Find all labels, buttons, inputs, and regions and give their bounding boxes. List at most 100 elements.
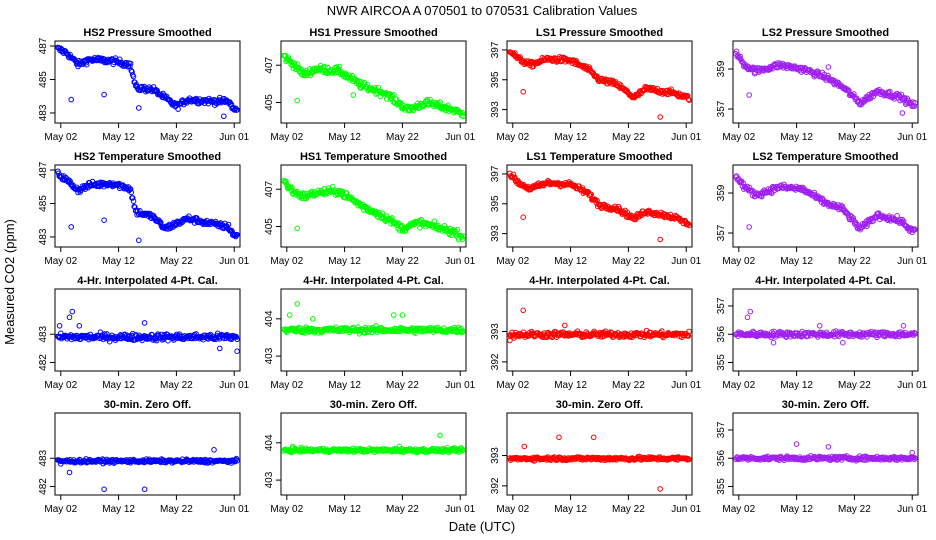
y-tick-label: 356 <box>716 449 727 466</box>
data-point <box>459 236 466 243</box>
outlier-point <box>294 225 301 232</box>
data-point <box>158 331 165 338</box>
data-point <box>427 96 433 103</box>
y-tick-label: 407 <box>264 180 275 197</box>
x-tick-label: May 22 <box>160 504 193 515</box>
outlier-point <box>590 434 597 441</box>
outlier-point <box>747 308 754 315</box>
data-point <box>127 186 134 192</box>
chart-panel: HS2 Pressure Smoothed May 02 May 12 May 22 J… <box>38 27 250 143</box>
x-tick-label: May 22 <box>386 256 419 267</box>
data-point <box>127 60 134 67</box>
plot-frame <box>506 40 693 124</box>
data-series <box>55 308 240 355</box>
outlier-point <box>744 314 751 321</box>
panel-title: 30-min. Zero Off. <box>556 399 643 411</box>
outlier-point <box>141 320 148 326</box>
data-point <box>685 96 692 103</box>
panel-title: 30-min. Zero Off. <box>104 399 191 411</box>
data-series <box>733 308 918 346</box>
x-tick-label: May 02 <box>722 380 755 391</box>
plot-frame <box>506 164 693 248</box>
y-tick-label: 397 <box>490 41 501 58</box>
data-point <box>869 90 875 97</box>
outlier-point <box>562 322 568 329</box>
panel-title: 4-Hr. Interpolated 4-Pt. Cal. <box>303 275 444 287</box>
data-series <box>507 170 692 243</box>
outlier-point <box>56 323 63 329</box>
x-tick-label: May 12 <box>780 256 813 267</box>
data-point <box>459 329 466 335</box>
x-tick-label: May 02 <box>722 132 755 143</box>
data-series <box>507 434 692 492</box>
data-point <box>384 96 390 102</box>
data-point <box>517 54 523 60</box>
x-tick-label: Jun 01 <box>897 504 927 515</box>
data-point <box>340 188 346 195</box>
chart-panel: LS2 Temperature Smoothed May 02 May 12 May … <box>716 151 928 267</box>
data-point <box>135 208 141 214</box>
x-tick-label: May 02 <box>44 380 77 391</box>
x-tick-label: May 22 <box>160 380 193 391</box>
x-tick-label: May 22 <box>612 380 645 391</box>
x-tick-label: May 22 <box>386 504 419 515</box>
data-point <box>234 107 240 113</box>
data-point <box>738 58 745 65</box>
panel-title: 4-Hr. Interpolated 4-Pt. Cal. <box>77 275 218 287</box>
outlier-point <box>211 447 217 453</box>
x-tick-label: May 22 <box>838 256 871 267</box>
data-point <box>289 184 295 191</box>
plot-frame <box>732 412 919 496</box>
data-point <box>910 332 917 338</box>
data-point <box>356 78 363 85</box>
x-tick-label: Jun 01 <box>671 132 701 143</box>
x-tick-label: May 02 <box>270 256 303 267</box>
outlier-point <box>101 217 107 223</box>
y-tick-label: 355 <box>716 354 727 371</box>
data-point <box>431 218 438 224</box>
data-point <box>234 457 240 464</box>
data-point <box>800 185 807 192</box>
x-tick-label: May 12 <box>554 380 587 391</box>
y-tick-label: 483 <box>38 325 49 342</box>
y-tick-label: 393 <box>490 225 501 242</box>
x-tick-label: May 22 <box>160 132 193 143</box>
y-tick-label: 403 <box>264 471 275 488</box>
data-point <box>912 331 918 337</box>
data-point <box>588 191 595 198</box>
panel-title: 30-min. Zero Off. <box>330 399 417 411</box>
chart-panel: HS1 Temperature Smoothed May 02 May 12 May … <box>264 151 476 267</box>
y-tick-label: 405 <box>264 94 275 111</box>
plot-frame <box>732 288 919 372</box>
outlier-point <box>520 307 527 314</box>
panel-title: 4-Hr. Interpolated 4-Pt. Cal. <box>529 275 670 287</box>
data-point <box>437 99 443 105</box>
outlier-point <box>816 323 823 329</box>
data-point <box>459 447 466 454</box>
x-tick-label: May 12 <box>102 256 135 267</box>
plot-frame <box>732 40 919 124</box>
outlier-point <box>746 92 753 98</box>
outlier-point <box>899 110 906 116</box>
data-point <box>197 98 204 104</box>
x-tick-label: May 02 <box>44 132 77 143</box>
x-tick-label: May 12 <box>328 504 361 515</box>
y-tick-label: 357 <box>716 297 727 314</box>
x-tick-label: May 02 <box>496 132 529 143</box>
y-tick-label: 407 <box>264 56 275 73</box>
data-point <box>225 221 232 228</box>
outlier-point <box>437 432 443 439</box>
y-tick-label: 483 <box>38 228 49 245</box>
y-tick-label: 357 <box>716 100 727 117</box>
y-tick-label: 397 <box>490 165 501 182</box>
plot-frame <box>280 164 467 248</box>
chart-panel: HS1 Pressure Smoothed May 02 May 12 May 22 J… <box>264 27 476 143</box>
x-tick-label: May 12 <box>554 256 587 267</box>
panel-title: HS1 Pressure Smoothed <box>309 27 437 39</box>
panel-title: LS1 Temperature Smoothed <box>527 151 673 163</box>
outlier-point <box>521 443 528 450</box>
data-point <box>769 190 775 197</box>
data-series <box>55 447 240 493</box>
x-tick-label: Jun 01 <box>671 380 701 391</box>
data-point <box>510 171 517 178</box>
